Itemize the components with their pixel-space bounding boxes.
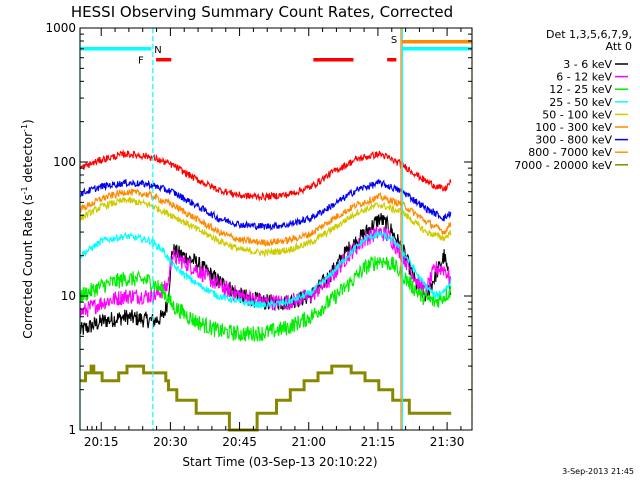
series-line-5 (79, 195, 452, 258)
y-axis-label: Corrected Count Rate (s-1 detector-1) (20, 119, 35, 338)
series-layer (79, 149, 452, 432)
legend-label-4: 25 - 50 keV (549, 96, 612, 109)
legend-label-3: 12 - 25 keV (549, 83, 612, 96)
x-tick-label-3: 20:45 (222, 435, 257, 449)
plot-frame (79, 27, 473, 431)
x-tick-label-6: 21:30 (430, 435, 465, 449)
flag-label-2: F (138, 56, 144, 67)
legend-header-line1: Det 1,3,5,6,7,9, (546, 28, 632, 41)
series-line-6 (79, 188, 452, 248)
x-tick-label-1: 20:15 (84, 435, 119, 449)
legend-header-line2: Att 0 (606, 40, 632, 53)
y-tick-label-4: 1000 (45, 21, 76, 35)
y-tick-label-3: 100 (53, 155, 76, 169)
series-line-2 (79, 226, 452, 319)
legend-label-9: 7000 - 20000 keV (514, 159, 612, 172)
x-tick-label-2: 20:30 (153, 435, 188, 449)
y-tick-label-2: 10 (61, 289, 76, 303)
series-line-4 (79, 230, 452, 309)
legend-label-5: 50 - 100 keV (542, 108, 612, 121)
x-axis-label: Start Time (03-Sep-13 20:10:22) (182, 455, 377, 469)
series-line-10 (79, 149, 452, 202)
legend-label-2: 6 - 12 keV (556, 71, 612, 84)
axis-layer: 20:15 20:30 20:45 21:00 21:15 21:30 1 10 100 1000 (45, 21, 472, 449)
footer-date: 3-Sep-2013 21:45 (562, 467, 634, 476)
legend-label-6: 100 - 300 keV (535, 121, 612, 134)
x-tick-label-4: 21:00 (291, 435, 326, 449)
legend-label-7: 300 - 800 keV (535, 134, 612, 147)
chart-title: HESSI Observing Summary Count Rates, Cor… (71, 3, 453, 21)
x-tick-label-5: 21:15 (361, 435, 396, 449)
y-tick-label-1: 1 (68, 423, 76, 437)
legend-label-1: 3 - 6 keV (563, 58, 612, 71)
series-line-9 (80, 364, 452, 432)
legend-label-8: 800 - 7000 keV (528, 146, 612, 159)
flag-label-1: N (154, 45, 161, 56)
series-line-7 (79, 178, 452, 232)
series-line-3 (79, 256, 452, 342)
flag-label-3: S (391, 35, 397, 46)
